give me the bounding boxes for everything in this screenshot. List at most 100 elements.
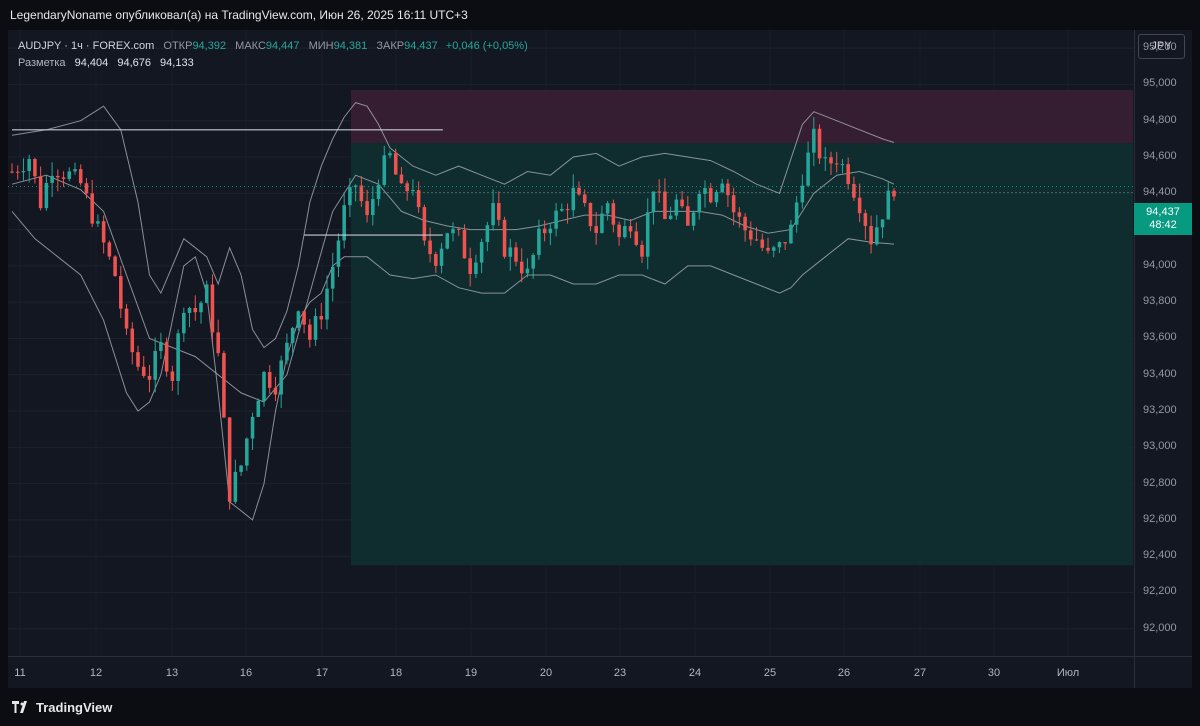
candle-up	[73, 169, 77, 172]
candle-down	[124, 308, 129, 329]
candle-up	[250, 416, 255, 439]
footer: TradingView	[0, 688, 1200, 726]
candle-down	[611, 203, 616, 225]
candle-up	[159, 342, 163, 351]
candle-down	[462, 229, 467, 259]
candle-down	[136, 352, 140, 367]
candle-down	[594, 226, 598, 233]
symbol-title[interactable]: AUDJPY · 1ч · FOREX.com	[18, 40, 155, 52]
candle-down	[267, 372, 272, 388]
price-tick-label: 93,400	[1143, 367, 1177, 380]
markup-label[interactable]: Разметка	[18, 57, 66, 69]
candle-up	[474, 262, 478, 275]
symbol-legend[interactable]: AUDJPY · 1ч · FOREX.com ОТКР94,392 МАКС9…	[18, 38, 528, 71]
candle-down	[869, 226, 873, 245]
chart-area[interactable]: AUDJPY · 1ч · FOREX.com ОТКР94,392 МАКС9…	[8, 30, 1134, 656]
close-value: 94,437	[404, 40, 438, 52]
candle-up	[204, 284, 209, 303]
candle-up	[875, 227, 879, 245]
candle-up	[96, 221, 100, 224]
lower-band-line	[11, 211, 895, 521]
candlestick-chart[interactable]	[8, 30, 1134, 656]
candle-down	[359, 185, 364, 202]
candle-down	[210, 284, 215, 333]
candle-up	[371, 199, 375, 216]
candle-up	[674, 199, 679, 216]
candle-up	[313, 316, 318, 340]
candle-up	[330, 266, 335, 289]
candle-up	[199, 302, 203, 313]
candle-down	[766, 247, 770, 251]
candle-up	[336, 240, 341, 267]
markup-value-3: 94,133	[160, 57, 194, 69]
low-value: 94,381	[333, 40, 368, 52]
candle-down	[834, 163, 839, 165]
price-axis[interactable]: 95,20095,00094,80094,60094,40094,20094,0…	[1134, 30, 1192, 656]
candle-down	[434, 254, 438, 266]
candle-down	[468, 258, 472, 275]
middle-band-line	[11, 170, 895, 403]
candle-down	[737, 212, 742, 217]
candle-up	[777, 242, 782, 248]
tradingview-brand[interactable]: TradingView	[12, 700, 112, 715]
candle-down	[15, 171, 20, 173]
candle-down	[38, 176, 43, 209]
candle-down	[760, 239, 765, 248]
candle-up	[67, 171, 72, 179]
time-tick-label: 26	[837, 667, 851, 679]
candle-up	[382, 155, 387, 185]
candle-up	[886, 190, 891, 220]
candle-down	[628, 226, 633, 232]
candle-down	[428, 240, 432, 255]
candle-up	[691, 212, 696, 226]
candle-up	[353, 185, 358, 188]
candle-up	[560, 209, 564, 211]
candle-down	[749, 230, 753, 240]
candle-down	[308, 324, 312, 340]
candle-up	[508, 247, 513, 257]
candle-down	[663, 191, 667, 219]
candle-down	[193, 307, 198, 313]
high-label: МАКС	[235, 40, 266, 52]
candle-down	[56, 175, 60, 178]
candle-down	[892, 190, 896, 197]
candle-up	[525, 268, 530, 274]
candle-down	[399, 174, 404, 184]
markup-value-1: 94,404	[74, 57, 109, 69]
candle-down	[542, 228, 547, 234]
candle-down	[582, 194, 587, 203]
candle-up	[794, 202, 799, 225]
candle-up	[668, 215, 673, 219]
price-tick-label: 94,600	[1143, 150, 1177, 162]
candle-up	[44, 182, 49, 209]
candle-up	[491, 203, 495, 226]
candle-up	[285, 342, 289, 361]
candle-up	[720, 183, 724, 192]
legend-row-markup: Разметка 94,404 94,676 94,133	[18, 55, 528, 71]
currency-button[interactable]: JPY	[1138, 34, 1185, 59]
candle-down	[634, 231, 639, 245]
candle-down	[852, 184, 856, 198]
candle-down	[686, 206, 690, 226]
time-tick-label: 25	[763, 667, 777, 679]
time-axis[interactable]: 11 12 13 16 17 18 19 20 23 24 25 26 27 30 Июл	[8, 656, 1134, 688]
candle-up	[714, 191, 719, 203]
candle-down	[502, 219, 507, 257]
candle-down	[846, 164, 850, 185]
candle-up	[800, 185, 805, 203]
candle-down	[365, 201, 369, 216]
candle-down	[416, 190, 421, 208]
candle-up	[485, 225, 490, 243]
candle-down	[33, 158, 37, 177]
open-value: 94,392	[192, 40, 227, 52]
candle-up	[233, 471, 238, 502]
candle-up	[554, 210, 558, 229]
candle-down	[456, 228, 461, 230]
close-label: ЗАКР	[376, 40, 405, 52]
time-tick-label: Июл	[1056, 667, 1080, 679]
candle-up	[153, 350, 157, 380]
candle-up	[697, 193, 702, 213]
chart-frame[interactable]: AUDJPY · 1ч · FOREX.com ОТКР94,392 МАКС9…	[8, 30, 1192, 688]
candle-up	[325, 288, 329, 320]
price-tick-label: 92,400	[1143, 549, 1177, 562]
